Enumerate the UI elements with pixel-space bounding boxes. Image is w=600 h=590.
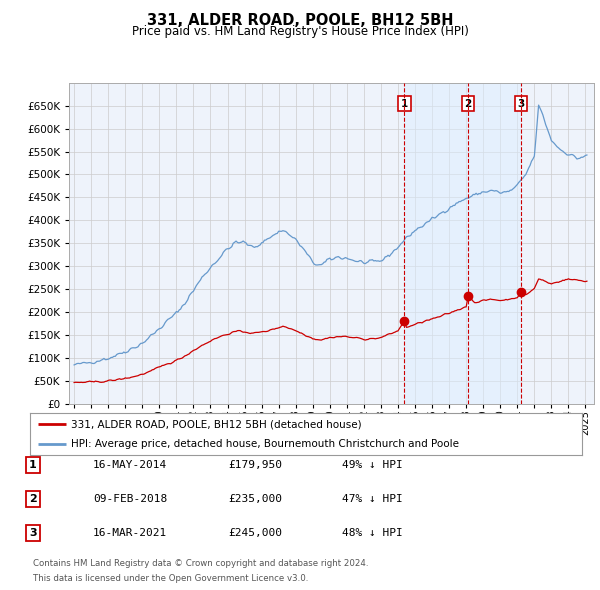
- Text: 331, ALDER ROAD, POOLE, BH12 5BH (detached house): 331, ALDER ROAD, POOLE, BH12 5BH (detach…: [71, 419, 362, 430]
- Bar: [404, 83, 521, 404]
- Text: 2: 2: [29, 494, 37, 504]
- Text: £179,950: £179,950: [228, 460, 282, 470]
- Text: 331, ALDER ROAD, POOLE, BH12 5BH: 331, ALDER ROAD, POOLE, BH12 5BH: [147, 13, 453, 28]
- Text: 09-FEB-2018: 09-FEB-2018: [93, 494, 167, 504]
- Text: 3: 3: [517, 99, 524, 109]
- Text: 2: 2: [464, 99, 472, 109]
- Text: 47% ↓ HPI: 47% ↓ HPI: [342, 494, 403, 504]
- Text: £235,000: £235,000: [228, 494, 282, 504]
- Text: £245,000: £245,000: [228, 529, 282, 538]
- Text: 16-MAR-2021: 16-MAR-2021: [93, 529, 167, 538]
- Text: 1: 1: [29, 460, 37, 470]
- Text: 3: 3: [29, 529, 37, 538]
- Text: HPI: Average price, detached house, Bournemouth Christchurch and Poole: HPI: Average price, detached house, Bour…: [71, 439, 460, 449]
- Text: 49% ↓ HPI: 49% ↓ HPI: [342, 460, 403, 470]
- Text: Price paid vs. HM Land Registry's House Price Index (HPI): Price paid vs. HM Land Registry's House …: [131, 25, 469, 38]
- Text: 16-MAY-2014: 16-MAY-2014: [93, 460, 167, 470]
- Text: This data is licensed under the Open Government Licence v3.0.: This data is licensed under the Open Gov…: [33, 574, 308, 583]
- Text: Contains HM Land Registry data © Crown copyright and database right 2024.: Contains HM Land Registry data © Crown c…: [33, 559, 368, 568]
- Text: 48% ↓ HPI: 48% ↓ HPI: [342, 529, 403, 538]
- Text: 1: 1: [401, 99, 408, 109]
